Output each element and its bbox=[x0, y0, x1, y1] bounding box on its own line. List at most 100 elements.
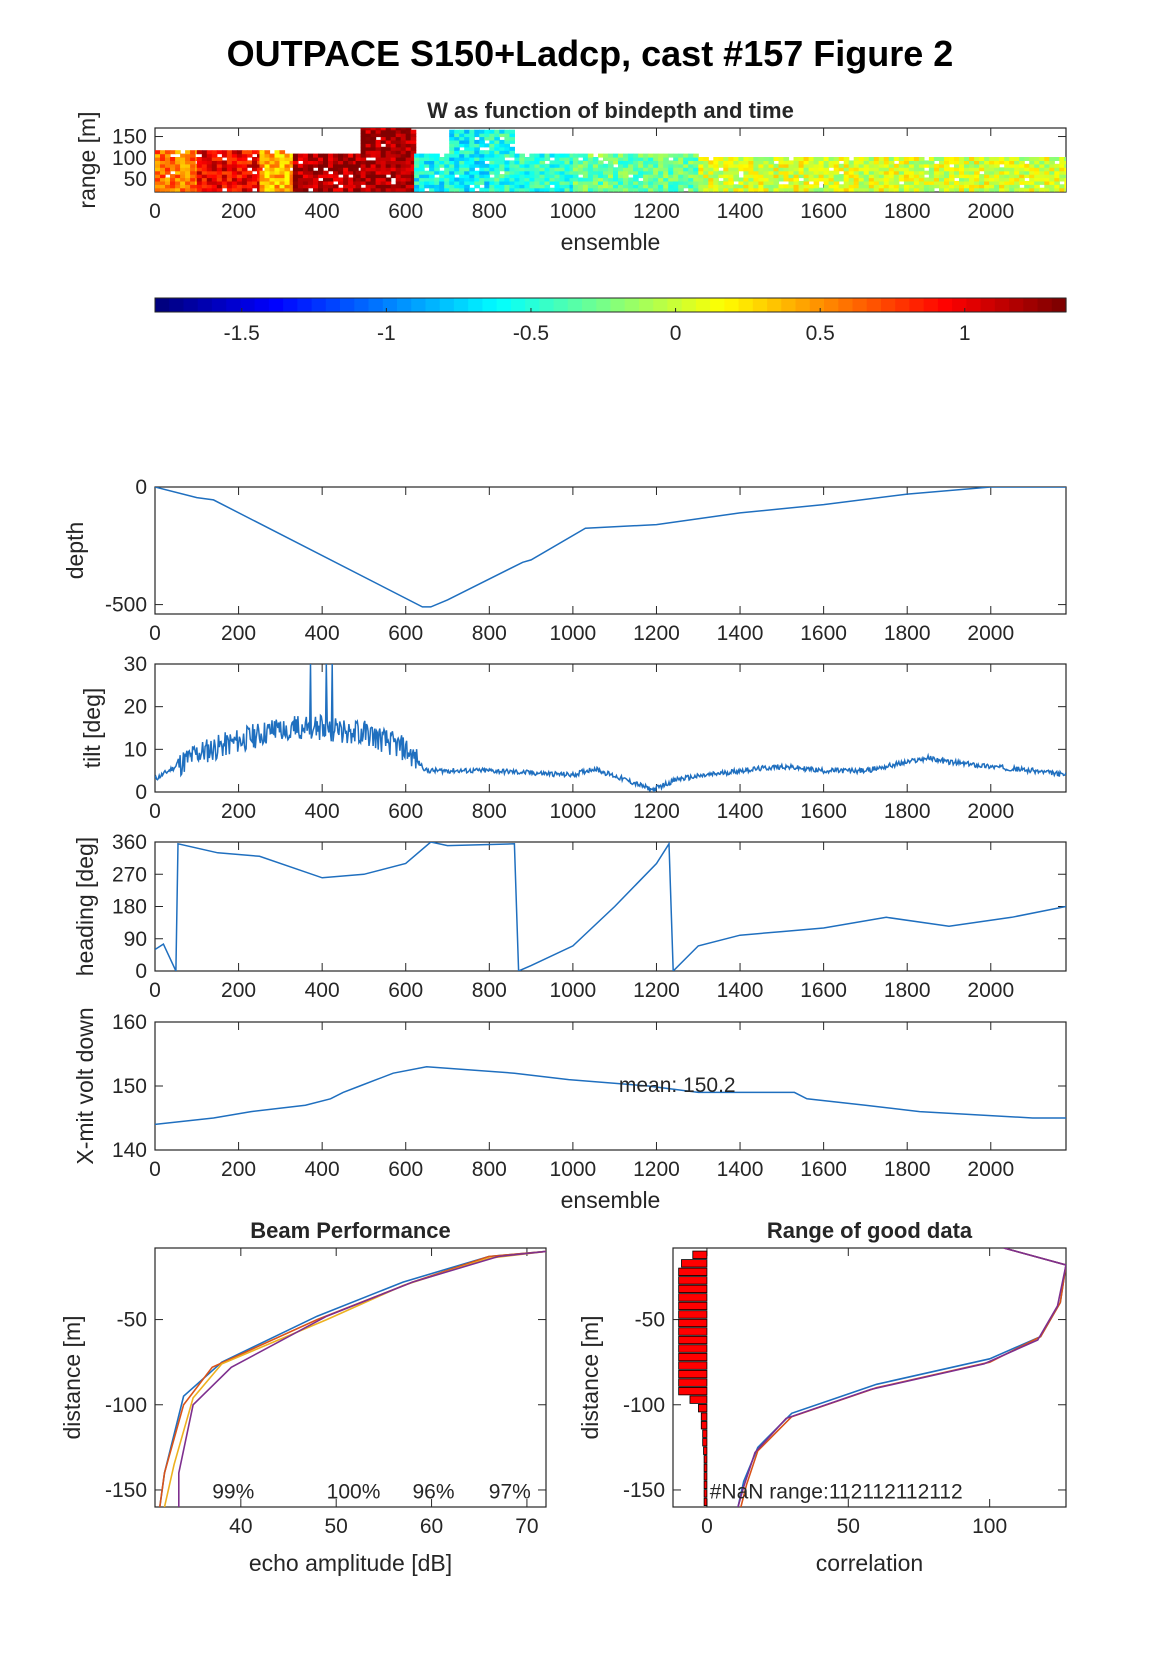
w-cell bbox=[798, 174, 805, 179]
w-cell bbox=[848, 170, 855, 175]
w-cell bbox=[539, 187, 546, 192]
w-cell bbox=[768, 184, 775, 189]
w-cell bbox=[246, 187, 253, 192]
w-cell bbox=[873, 174, 880, 179]
w-cell bbox=[160, 184, 166, 189]
w-cell bbox=[743, 163, 749, 168]
heading-ytick-label: 270 bbox=[112, 863, 147, 886]
w-cell bbox=[180, 163, 186, 168]
w-cell bbox=[572, 180, 579, 185]
xmit_volt-xtick-label: 2000 bbox=[967, 1158, 1014, 1181]
w-cell bbox=[338, 153, 344, 158]
w-cell bbox=[1004, 180, 1010, 185]
w-cell bbox=[994, 160, 1000, 165]
w-cell bbox=[348, 160, 354, 165]
w-cell bbox=[838, 184, 845, 189]
w-cell bbox=[170, 180, 176, 185]
w-cell bbox=[449, 146, 455, 151]
w-cell bbox=[949, 157, 955, 161]
w-cell bbox=[618, 177, 624, 182]
w-cell bbox=[768, 180, 775, 185]
w-cell bbox=[405, 150, 412, 155]
w-cell bbox=[878, 174, 885, 179]
w-cell bbox=[323, 170, 329, 175]
w-cell bbox=[663, 180, 669, 185]
w-cell bbox=[663, 184, 669, 189]
range-annotation: #NaN range:112112112112 bbox=[710, 1480, 963, 1503]
w_image-ytick-label: 50 bbox=[124, 168, 147, 191]
tilt-line bbox=[155, 664, 1066, 792]
w-cell bbox=[1019, 177, 1025, 182]
w-cell bbox=[449, 187, 455, 192]
w-cell bbox=[514, 184, 520, 189]
w-cell bbox=[216, 163, 223, 168]
w-cell bbox=[474, 146, 480, 151]
w-cell bbox=[828, 184, 835, 189]
w-cell bbox=[653, 153, 659, 158]
w-cell bbox=[380, 129, 387, 134]
w-cell bbox=[999, 177, 1005, 182]
w-cell bbox=[939, 184, 945, 189]
w-cell bbox=[489, 184, 495, 189]
w-cell bbox=[638, 187, 644, 192]
w-cell bbox=[494, 187, 500, 192]
w-cell bbox=[494, 146, 500, 151]
w-cell bbox=[778, 160, 785, 165]
w-cell bbox=[313, 187, 319, 192]
w-cell bbox=[410, 187, 417, 192]
w-cell bbox=[504, 174, 510, 179]
w-cell bbox=[708, 174, 714, 179]
w-cell bbox=[279, 157, 286, 161]
w-cell bbox=[160, 160, 166, 165]
w-cell bbox=[728, 180, 734, 185]
w-cell bbox=[279, 170, 286, 175]
w-cell bbox=[903, 184, 910, 189]
w-cell bbox=[160, 153, 166, 158]
heading-xtick-label: 0 bbox=[149, 979, 161, 1002]
colorbar-cell bbox=[767, 298, 782, 312]
w-cell bbox=[175, 163, 181, 168]
w-cell bbox=[241, 180, 248, 185]
w-cell bbox=[793, 160, 800, 165]
w-cell bbox=[853, 170, 860, 175]
colorbar-cell bbox=[211, 298, 227, 312]
w-cell bbox=[653, 177, 659, 182]
w-cell bbox=[888, 187, 895, 192]
w-cell bbox=[494, 184, 500, 189]
w-cell bbox=[479, 150, 485, 155]
nan-bar bbox=[692, 1250, 708, 1259]
w-cell bbox=[499, 153, 505, 158]
w-cell bbox=[858, 157, 865, 161]
w-cell bbox=[743, 167, 749, 172]
w-cell bbox=[549, 167, 556, 172]
nan-bar bbox=[703, 1489, 708, 1498]
w-cell bbox=[302, 184, 309, 189]
tilt-ylabel: tilt [deg] bbox=[79, 688, 105, 769]
w-cell bbox=[569, 153, 576, 158]
w-cell bbox=[949, 160, 955, 165]
w-cell bbox=[598, 167, 604, 172]
w-cell bbox=[853, 180, 860, 185]
w-cell bbox=[333, 153, 339, 158]
tilt-ytick-label: 10 bbox=[124, 738, 147, 761]
w-cell bbox=[833, 170, 840, 175]
w-cell bbox=[758, 184, 764, 189]
w-cell bbox=[355, 174, 362, 179]
xmit_volt-line bbox=[155, 1066, 1066, 1126]
w-cell bbox=[302, 170, 309, 175]
w-cell bbox=[858, 167, 865, 172]
w-cell bbox=[793, 187, 800, 192]
w-cell bbox=[284, 174, 291, 179]
nan-range-bars bbox=[678, 1250, 708, 1507]
w-cell bbox=[743, 157, 749, 161]
beam_performance-xtick-label: 40 bbox=[229, 1515, 252, 1538]
w-cell bbox=[808, 167, 815, 172]
w-cell bbox=[474, 163, 480, 168]
w-cell bbox=[969, 180, 975, 185]
w-cell bbox=[693, 170, 699, 175]
w-cell bbox=[1029, 163, 1035, 168]
colorbar-cell bbox=[695, 298, 711, 312]
w-cell bbox=[818, 177, 825, 182]
w-cell bbox=[494, 163, 500, 168]
w-cell bbox=[269, 153, 276, 158]
